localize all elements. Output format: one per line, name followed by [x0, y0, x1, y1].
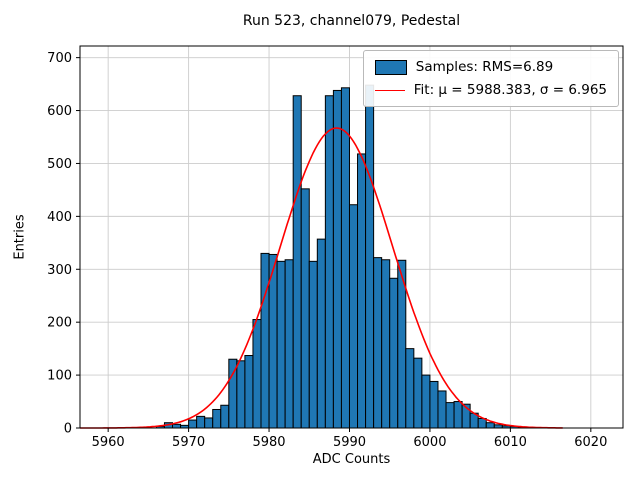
histogram-bar [172, 423, 182, 429]
histogram-bar [300, 188, 310, 429]
legend: Samples: RMS=6.89 Fit: μ = 5988.383, σ =… [362, 50, 619, 107]
histogram-bar [292, 95, 302, 429]
histogram-bar [405, 348, 415, 429]
histogram-bar [429, 380, 439, 429]
x-axis-label: ADC Counts [312, 452, 391, 467]
x-tick-label: 6000 [413, 435, 446, 450]
x-tick-label: 6020 [574, 435, 607, 450]
histogram-bar [437, 390, 447, 429]
histogram-bar [381, 259, 391, 429]
y-axis-label: Entries [12, 214, 28, 260]
y-tick-label: 700 [47, 51, 72, 66]
histogram-bar [276, 260, 286, 429]
x-tick-label: 5990 [333, 435, 366, 450]
histogram-bar [316, 238, 326, 429]
y-tick-label: 400 [47, 210, 72, 225]
y-tick-label: 600 [47, 104, 72, 119]
histogram-bar [445, 402, 455, 429]
histogram-bar [389, 277, 399, 429]
histogram-bar [260, 252, 270, 429]
y-tick-label: 100 [47, 369, 72, 384]
histogram-bar [373, 257, 383, 429]
histogram-bar [421, 374, 431, 429]
legend-row-fit: Fit: μ = 5988.383, σ = 6.965 [374, 82, 607, 98]
histogram-bar [308, 260, 318, 429]
histogram-bar [196, 415, 206, 429]
fit-curve [80, 127, 563, 429]
histogram-bar [340, 87, 350, 429]
x-tick-label: 6010 [494, 435, 527, 450]
histogram-bar [244, 355, 254, 429]
x-tick-label: 5980 [252, 435, 285, 450]
histogram-bar [284, 259, 294, 429]
histogram-bar [212, 408, 222, 429]
histogram-bar [357, 153, 367, 429]
y-tick-label: 200 [47, 316, 72, 331]
histogram-bar [332, 89, 342, 429]
fit-line-swatch-icon [374, 89, 405, 91]
histogram-bar [485, 422, 495, 429]
histogram-bar [220, 404, 230, 429]
y-tick-label: 300 [47, 263, 72, 278]
histogram-bar [365, 84, 375, 429]
histogram-bar [204, 417, 214, 429]
histogram-swatch-icon [374, 59, 407, 75]
histogram-bar [453, 401, 463, 429]
chart-title: Run 523, channel079, Pedestal [242, 13, 461, 29]
legend-samples-label: Samples: RMS=6.89 [415, 59, 554, 75]
y-tick-label: 500 [47, 157, 72, 172]
histogram-bar [252, 319, 262, 429]
histogram-bar [413, 357, 423, 429]
legend-fit-label: Fit: μ = 5988.383, σ = 6.965 [413, 82, 607, 98]
histogram-bar [236, 360, 246, 429]
x-tick-label: 5970 [172, 435, 205, 450]
legend-row-samples: Samples: RMS=6.89 [374, 59, 607, 75]
axes-frame [79, 45, 624, 429]
y-tick-label: 0 [64, 422, 72, 437]
histogram-bar [188, 419, 198, 429]
x-tick-label: 5960 [92, 435, 125, 450]
histogram-bar [324, 95, 334, 429]
histogram-bar [348, 204, 359, 429]
